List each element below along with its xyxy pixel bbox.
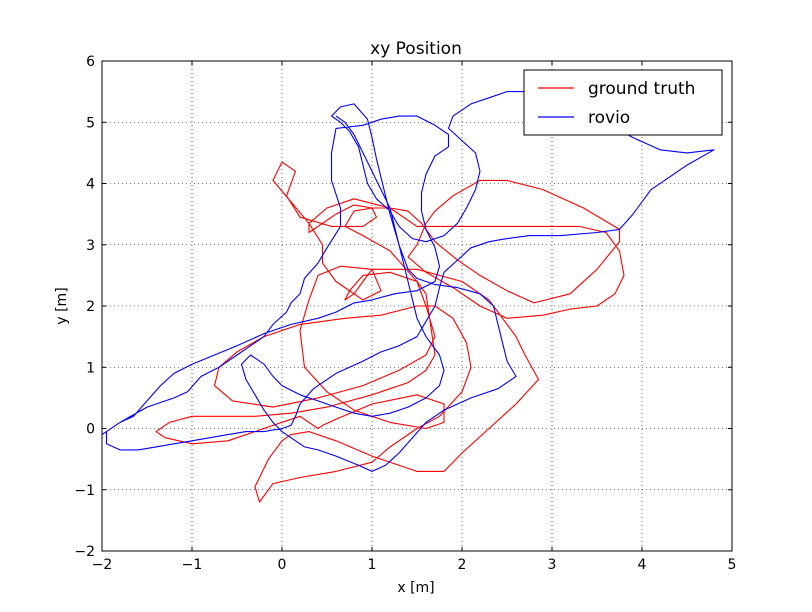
series-group bbox=[101, 91, 715, 503]
y-axis-label: y [m] bbox=[54, 287, 70, 324]
y-tick-label: 4 bbox=[86, 177, 95, 193]
y-tick-label: −1 bbox=[74, 483, 95, 499]
series-line-rovio bbox=[101, 91, 715, 472]
legend-label: rovio bbox=[588, 108, 630, 128]
x-tick-label: 5 bbox=[728, 557, 737, 573]
y-tick-label: −2 bbox=[74, 544, 95, 560]
y-tick-label: 1 bbox=[86, 360, 95, 376]
x-axis-label: x [m] bbox=[397, 580, 434, 596]
y-tick-label: 0 bbox=[86, 422, 95, 438]
legend-box bbox=[523, 69, 723, 136]
x-tick-label: −1 bbox=[182, 557, 203, 573]
y-tick-label: 3 bbox=[86, 238, 95, 254]
series-line-ground-truth bbox=[155, 161, 625, 503]
axis-ticks: −2 −1 0 1 2 3 4 5 −2 −1 0 1 2 3 4 5 6 bbox=[74, 54, 736, 573]
x-tick-label: 0 bbox=[278, 557, 287, 573]
x-tick-label: 4 bbox=[638, 557, 647, 573]
legend: ground truth rovio bbox=[523, 69, 723, 136]
x-tick-label: −2 bbox=[92, 557, 113, 573]
x-tick-label: 2 bbox=[458, 557, 467, 573]
chart-title: xy Position bbox=[370, 39, 462, 59]
y-tick-label: 6 bbox=[86, 54, 95, 70]
y-tick-label: 5 bbox=[86, 115, 95, 131]
x-tick-label: 1 bbox=[368, 557, 377, 573]
legend-label: ground truth bbox=[588, 79, 695, 99]
y-tick-label: 2 bbox=[86, 299, 95, 315]
x-tick-label: 3 bbox=[548, 557, 557, 573]
